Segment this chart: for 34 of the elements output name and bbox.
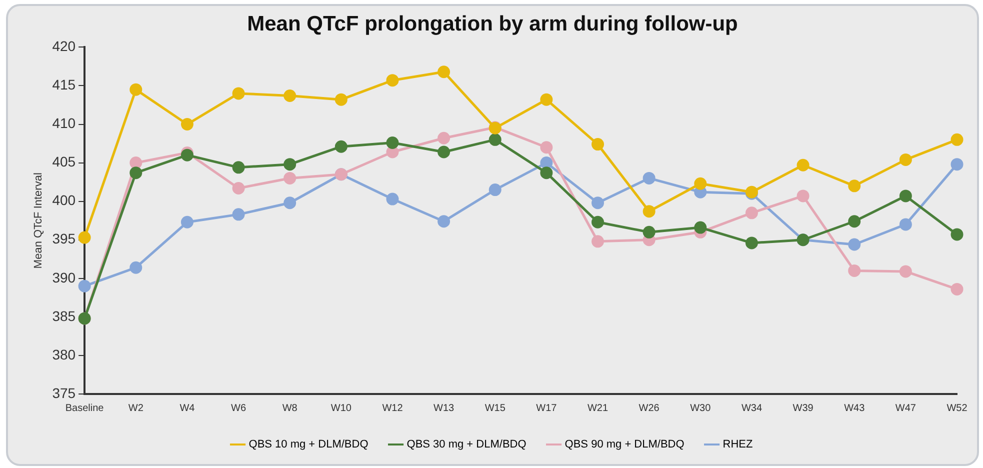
- x-tick-label: W26: [638, 402, 660, 414]
- legend-label: QBS 90 mg + DLM/BDQ: [564, 438, 685, 451]
- y-tick-label: 380: [52, 346, 76, 362]
- x-tick-label: W17: [536, 402, 558, 414]
- x-tick-label: W39: [792, 402, 814, 414]
- x-tick-label: W43: [844, 402, 866, 414]
- x-tick-label: W4: [180, 402, 196, 414]
- chart-title: Mean QTcF prolongation by arm during follow-up: [247, 12, 738, 36]
- y-tick-label: 385: [52, 308, 76, 324]
- x-tick-label: W2: [128, 402, 144, 414]
- y-tick-label: 420: [52, 38, 76, 54]
- x-tick-label: W52: [946, 402, 968, 414]
- legend-label: RHEZ: [722, 438, 754, 451]
- x-tick-label: W8: [282, 402, 298, 414]
- x-tick-label: W15: [484, 402, 506, 414]
- y-tick-label: 415: [52, 76, 76, 93]
- x-tick-label: W47: [895, 402, 916, 414]
- x-tick-label: Baseline: [65, 402, 104, 414]
- y-tick-label: 405: [52, 154, 76, 170]
- x-tick-label: W21: [587, 402, 608, 414]
- y-tick-label: 375: [52, 384, 76, 401]
- x-tick-label: W10: [330, 402, 352, 414]
- x-tick-label: W12: [382, 402, 404, 414]
- x-tick-label: W30: [690, 402, 712, 414]
- y-axis-title: Mean QTcF Interval: [32, 172, 45, 269]
- x-tick-label: W13: [434, 402, 455, 414]
- y-tick-label: 390: [52, 269, 76, 286]
- x-tick-label: W6: [231, 402, 246, 414]
- y-tick-label: 400: [52, 192, 76, 208]
- y-tick-label: 410: [52, 115, 76, 132]
- legend-label: QBS 30 mg + DLM/BDQ: [406, 438, 527, 451]
- legend-label: QBS 10 mg + DLM/BDQ: [248, 438, 369, 451]
- y-tick-label: 395: [52, 230, 76, 247]
- x-tick-label: W34: [741, 402, 762, 414]
